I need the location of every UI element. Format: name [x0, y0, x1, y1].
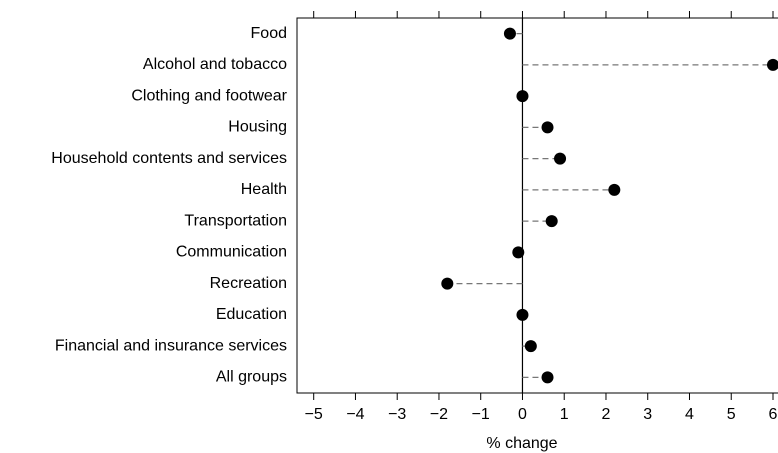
x-axis-label: % change: [486, 435, 557, 452]
category-label: Transportation: [184, 212, 287, 229]
category-label: Food: [251, 25, 287, 42]
dot: [512, 246, 525, 259]
x-tick-label: 6: [769, 406, 778, 423]
dot: [503, 27, 516, 40]
category-label: Education: [216, 306, 287, 323]
x-tick-label: 3: [643, 406, 652, 423]
dot: [524, 340, 537, 353]
x-tick-label: 5: [727, 406, 736, 423]
dot: [541, 121, 554, 134]
x-tick-label: 0: [518, 406, 527, 423]
dot: [516, 308, 529, 321]
category-label: Alcohol and tobacco: [143, 56, 287, 73]
dot: [541, 371, 554, 384]
x-tick-label: 4: [685, 406, 694, 423]
category-label: Communication: [176, 244, 287, 261]
dot: [766, 58, 778, 71]
dot: [608, 183, 621, 196]
x-tick-label: −5: [305, 406, 323, 423]
x-tick-label: 1: [560, 406, 569, 423]
plot-frame: [296, 17, 778, 394]
category-label: Housing: [228, 119, 287, 136]
dot: [516, 90, 529, 103]
category-label: Clothing and footwear: [131, 87, 287, 104]
category-label: Financial and insurance services: [55, 337, 287, 354]
category-label: All groups: [216, 369, 287, 386]
x-tick-label: 2: [602, 406, 611, 423]
category-label: Health: [241, 181, 287, 198]
x-tick-label: −4: [346, 406, 364, 423]
x-tick-label: −1: [472, 406, 490, 423]
dot: [545, 215, 558, 228]
category-label: Household contents and services: [51, 150, 287, 167]
x-tick-label: −2: [430, 406, 448, 423]
dot: [441, 277, 454, 290]
x-tick-label: −3: [388, 406, 406, 423]
dot: [554, 152, 567, 165]
category-label: Recreation: [210, 275, 287, 292]
